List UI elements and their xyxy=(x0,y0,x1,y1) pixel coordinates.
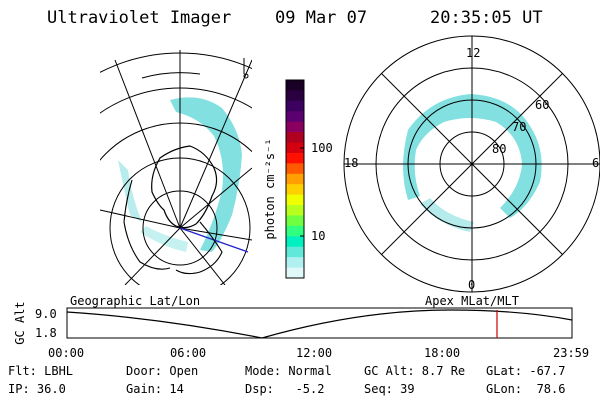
colorbar-cell xyxy=(286,111,304,123)
seq-value: Seq: 39 xyxy=(364,382,415,396)
colorbar-cell xyxy=(286,194,304,206)
mlt-label-18: 18 xyxy=(344,156,359,170)
aurora-emission-left xyxy=(118,97,242,252)
ip-value: IP: 36.0 xyxy=(8,382,66,396)
timeline-y-title: GC Alt xyxy=(13,301,27,345)
colorbar-cell xyxy=(286,267,304,279)
timeline-y-tick-9: 9.0 xyxy=(35,307,57,321)
lat-label-60: 60 xyxy=(535,98,550,112)
colorbar-unit-label: photon cm⁻²s⁻¹ xyxy=(263,138,277,240)
gain-value: Gain: 14 xyxy=(126,382,184,396)
colorbar-cell xyxy=(286,225,304,237)
glat-value: GLat: -67.7 xyxy=(486,364,566,378)
colorbar-cell xyxy=(286,236,304,248)
timeline-right-label: Apex MLat/MLT xyxy=(425,294,519,308)
mode-value: Mode: Normal xyxy=(245,364,332,378)
timeline-y-tick-1-8: 1.8 xyxy=(35,326,57,340)
colorbar-cell xyxy=(286,100,304,112)
map-frame-marks xyxy=(243,58,249,79)
timeline-x-tick-0000: 00:00 xyxy=(48,346,85,360)
colorbar-cell xyxy=(286,90,304,102)
observation-date: 09 Mar 07 xyxy=(275,8,368,28)
mlt-label-12: 12 xyxy=(466,46,481,60)
mlt-label-6: 6 xyxy=(592,156,600,170)
colorbar-cell xyxy=(286,132,304,144)
colorbar-cell xyxy=(286,257,304,269)
gc-alt-value: GC Alt: 8.7 Re xyxy=(364,364,466,378)
aurora-emission-right xyxy=(403,94,542,232)
timeline-x-tick-2359: 23:59 xyxy=(553,346,590,360)
colorbar-tick-10: 10 xyxy=(311,229,326,243)
instrument-title: Ultraviolet Imager xyxy=(47,8,232,28)
colorbar-cell xyxy=(286,215,304,227)
lat-label-80: 80 xyxy=(492,142,507,156)
timeline-x-tick-0600: 06:00 xyxy=(170,346,207,360)
colorbar-cell xyxy=(286,205,304,216)
colorbar-cell xyxy=(286,152,304,164)
colorbar-cell xyxy=(286,246,304,258)
dsp-value: Dsp: -5.2 xyxy=(245,382,325,396)
colorbar-cell xyxy=(286,142,304,154)
glon-value: GLon: 78.6 xyxy=(486,382,566,396)
timeline-x-tick-1800: 18:00 xyxy=(424,346,461,360)
filter-value: Flt: LBHL xyxy=(8,364,74,378)
colorbar-cell xyxy=(286,184,304,196)
colorbar-cells xyxy=(286,80,304,279)
colorbar-cell xyxy=(286,173,304,185)
colorbar-cell xyxy=(286,121,304,133)
door-value: Door: Open xyxy=(126,364,199,378)
observation-time: 20:35:05 UT xyxy=(430,8,543,28)
geographic-map xyxy=(100,50,252,285)
colorbar xyxy=(285,79,305,279)
lat-label-70: 70 xyxy=(512,120,527,134)
mlt-label-0: 0 xyxy=(468,278,476,292)
timeline-x-tick-1200: 12:00 xyxy=(296,346,333,360)
colorbar-cell xyxy=(286,163,304,175)
orbit-timeline xyxy=(66,307,573,339)
colorbar-tick-100: 100 xyxy=(311,141,333,155)
colorbar-cell xyxy=(286,80,304,91)
timeline-left-label: Geographic Lat/Lon xyxy=(70,294,201,308)
polar-mlt-plot xyxy=(343,35,600,293)
